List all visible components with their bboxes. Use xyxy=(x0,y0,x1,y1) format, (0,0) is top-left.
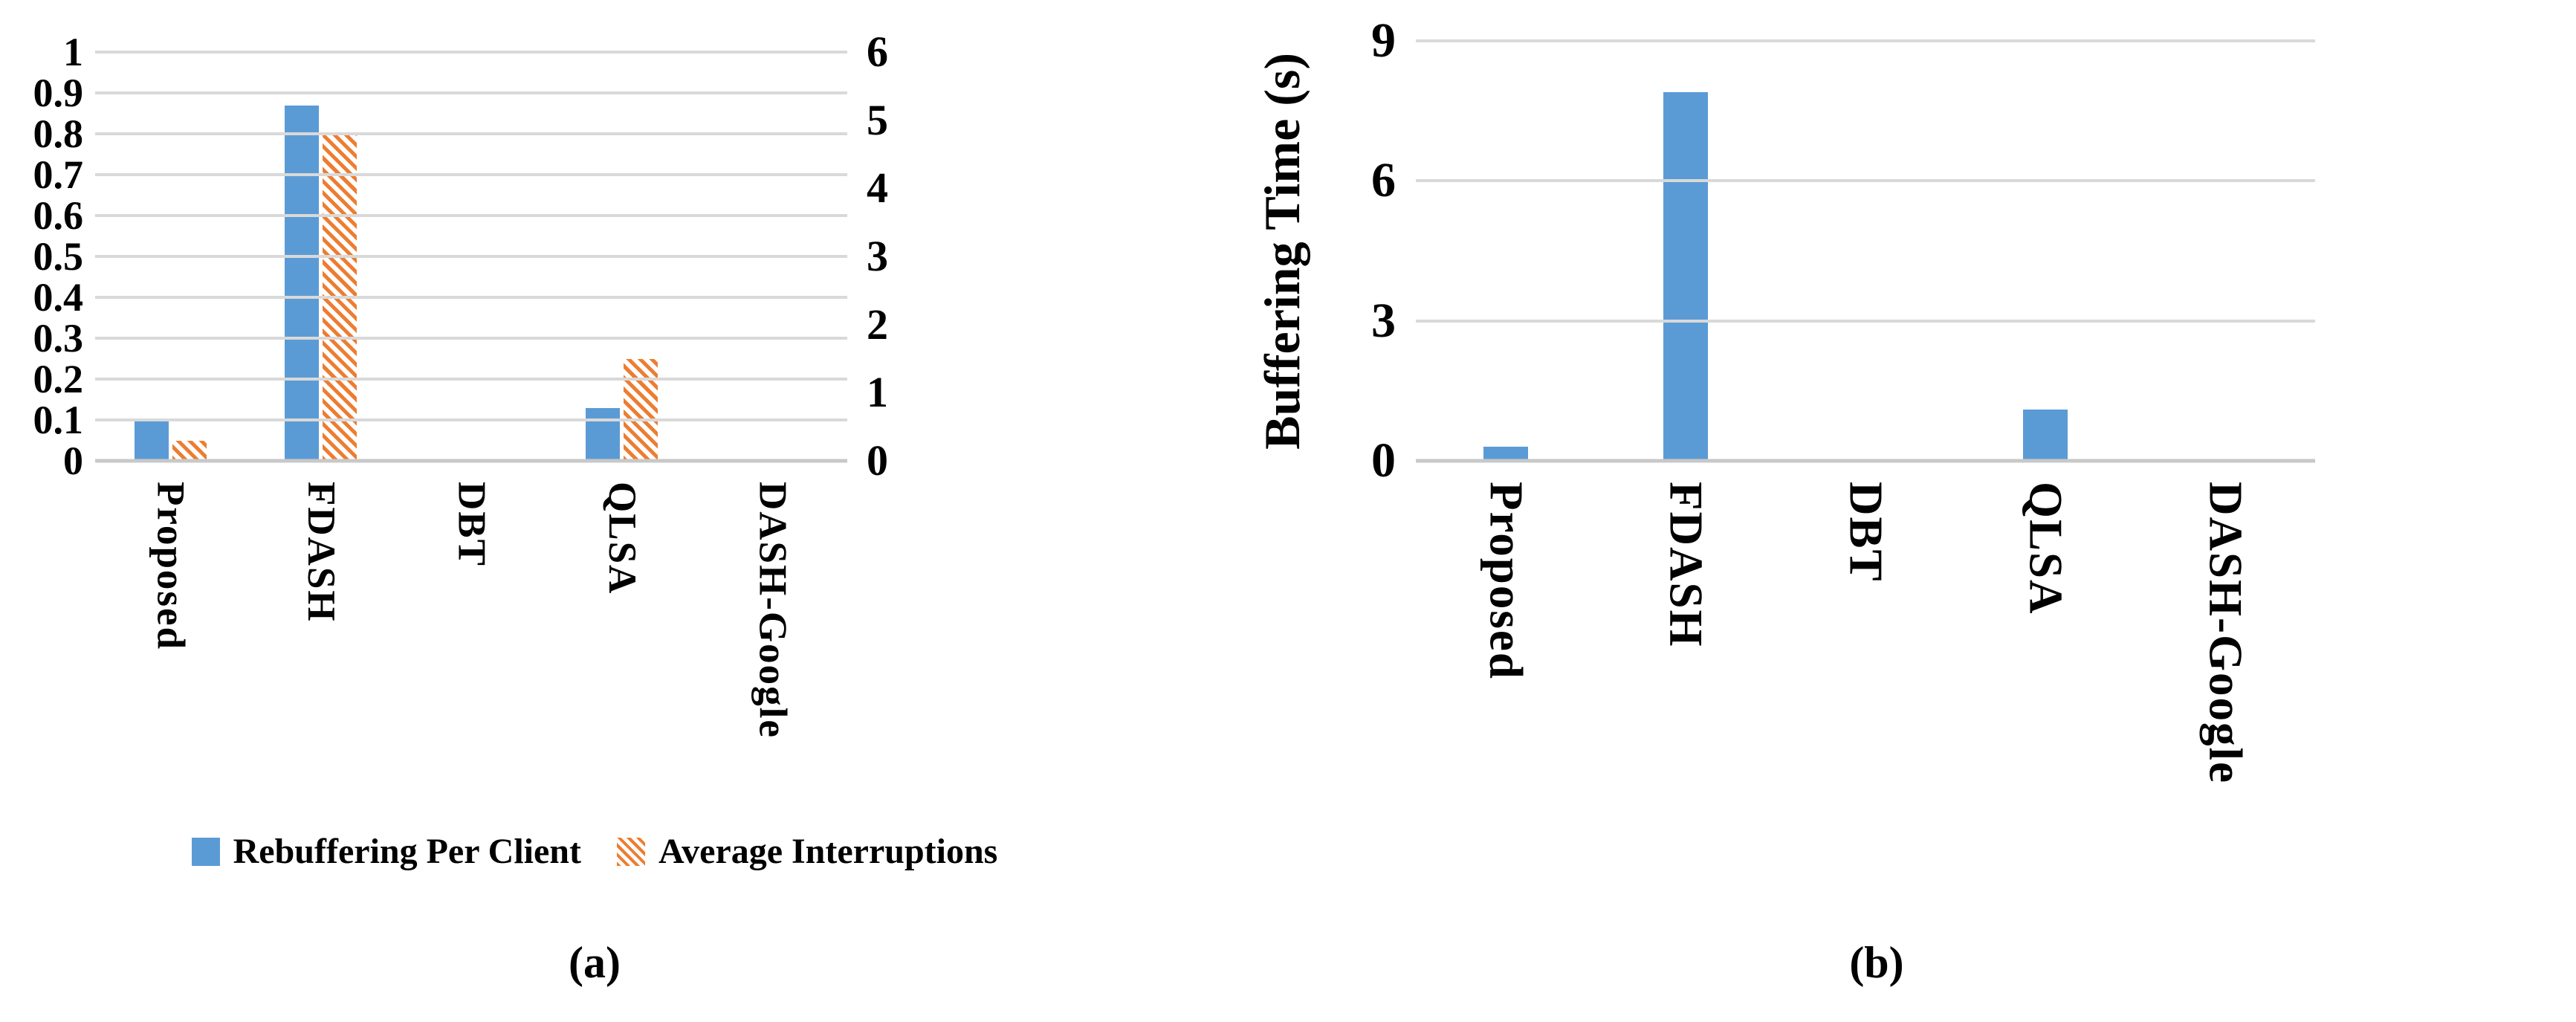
category-label-fdash: FDASH xyxy=(1660,482,1712,648)
left-axis-tick-label: 0.6 xyxy=(33,193,84,238)
gridline xyxy=(1416,39,2315,42)
right-axis-tick-label: 6 xyxy=(867,28,888,76)
x-axis-line xyxy=(95,459,847,463)
bar-group-proposed xyxy=(95,52,245,461)
bar-buffering-time-s-qlsa xyxy=(2023,409,2068,461)
left-axis-tick-label: 6 xyxy=(1371,153,1396,208)
chart-a-left-axis-ticks: 1 0.9 0.8 0.7 0.6 0.5 0.4 0.3 0.2 0.1 0 xyxy=(0,32,84,481)
x-label-cell-dash-google: DASH-Google xyxy=(697,482,847,838)
caption-b: (b) xyxy=(1849,938,1904,987)
legend-item-rebuffering: Rebuffering Per Client xyxy=(191,831,581,872)
plot-area xyxy=(95,51,847,463)
gridline xyxy=(1416,319,2315,323)
bar-rebuffering-per-client-proposed xyxy=(134,420,169,461)
gridline xyxy=(95,91,847,94)
x-label-cell-fdash: FDASH xyxy=(1596,482,1776,972)
bar-groups xyxy=(95,52,847,461)
legend: Rebuffering Per Client Average Interrupt… xyxy=(0,831,1189,872)
left-axis-tick-label: 0.4 xyxy=(33,275,84,320)
x-label-cell-proposed: Proposed xyxy=(95,482,245,838)
bar-group-dash-google xyxy=(2135,41,2315,461)
right-axis-tick-label: 4 xyxy=(867,164,888,213)
gridline xyxy=(95,132,847,135)
right-axis-tick-label: 1 xyxy=(867,368,888,417)
left-axis-tick-label: 0.8 xyxy=(33,111,84,156)
x-axis-labels: Proposed FDASH DBT QLSA DASH-Google xyxy=(1416,482,2315,972)
bar-groups xyxy=(1416,41,2315,461)
chart-b-left-axis-ticks: 9 6 3 0 xyxy=(1234,16,1396,485)
x-axis-labels: Proposed FDASH DBT QLSA DASH-Google xyxy=(95,482,847,838)
gridline xyxy=(95,214,847,217)
legend-item-interruptions: Average Interruptions xyxy=(616,831,998,872)
left-axis-tick-label: 0.3 xyxy=(33,316,84,360)
bar-buffering-time-s-proposed xyxy=(1483,447,1528,461)
x-label-cell-dbt: DBT xyxy=(1776,482,1955,972)
x-label-cell-dash-google: DASH-Google xyxy=(2135,482,2315,972)
bar-group-dbt xyxy=(1776,41,1955,461)
left-axis-tick-label: 1 xyxy=(63,30,83,74)
right-axis-tick-label: 2 xyxy=(867,300,888,349)
plot-area xyxy=(1416,39,2315,463)
right-axis-tick-label: 3 xyxy=(867,232,888,280)
caption-a: (a) xyxy=(569,938,621,987)
left-axis-tick-label: 0.5 xyxy=(33,234,84,279)
gridline xyxy=(95,255,847,258)
legend-label-rebuffering: Rebuffering Per Client xyxy=(233,832,581,871)
left-axis-tick-label: 0 xyxy=(1371,433,1396,488)
legend-label-interruptions: Average Interruptions xyxy=(658,832,998,871)
left-axis-tick-label: 3 xyxy=(1371,293,1396,348)
gridline xyxy=(95,51,847,54)
category-label-dash-google: DASH-Google xyxy=(751,482,795,739)
bar-rebuffering-per-client-qlsa xyxy=(585,407,620,461)
left-axis-tick-label: 0.9 xyxy=(33,71,84,115)
bar-average-interruptions-qlsa xyxy=(623,358,658,461)
left-axis-tick-label: 9 xyxy=(1371,13,1396,68)
bar-buffering-time-s-fdash xyxy=(1663,92,1708,461)
chart-a-right-axis-ticks: 6 5 4 3 2 1 0 xyxy=(867,30,941,482)
category-label-dbt: DBT xyxy=(1839,482,1892,583)
right-axis-tick-label: 0 xyxy=(867,436,888,485)
left-axis-tick-label: 0.2 xyxy=(33,357,84,401)
x-axis-line xyxy=(1416,459,2315,463)
category-label-proposed: Proposed xyxy=(1480,482,1533,680)
legend-swatch-blue-icon xyxy=(191,837,220,866)
category-label-dbt: DBT xyxy=(450,482,493,567)
gridline xyxy=(95,296,847,299)
bar-group-proposed xyxy=(1416,41,1596,461)
gridline xyxy=(95,173,847,176)
bar-group-qlsa xyxy=(1955,41,2135,461)
category-label-proposed: Proposed xyxy=(149,482,192,651)
category-label-dash-google: DASH-Google xyxy=(2199,482,2252,784)
x-label-cell-qlsa: QLSA xyxy=(546,482,696,838)
gridline xyxy=(1416,179,2315,183)
right-axis-tick-label: 5 xyxy=(867,95,888,144)
gridline xyxy=(95,378,847,381)
gridline xyxy=(95,337,847,340)
bar-rebuffering-per-client-fdash xyxy=(285,105,320,461)
x-label-cell-fdash: FDASH xyxy=(245,482,395,838)
left-axis-tick-label: 0.1 xyxy=(33,398,84,442)
category-label-qlsa: QLSA xyxy=(2019,482,2072,615)
category-label-fdash: FDASH xyxy=(300,482,343,623)
bar-group-qlsa xyxy=(546,52,696,461)
left-axis-tick-label: 0 xyxy=(63,439,83,483)
gridline xyxy=(95,418,847,421)
legend-swatch-orange-hatch-icon xyxy=(616,837,645,866)
bar-average-interruptions-proposed xyxy=(172,440,207,461)
category-label-qlsa: QLSA xyxy=(600,482,644,595)
x-label-cell-qlsa: QLSA xyxy=(1955,482,2135,972)
left-axis-tick-label: 0.7 xyxy=(33,152,84,197)
x-label-cell-proposed: Proposed xyxy=(1416,482,1596,972)
bar-group-fdash xyxy=(1596,41,1776,461)
x-label-cell-dbt: DBT xyxy=(396,482,546,838)
